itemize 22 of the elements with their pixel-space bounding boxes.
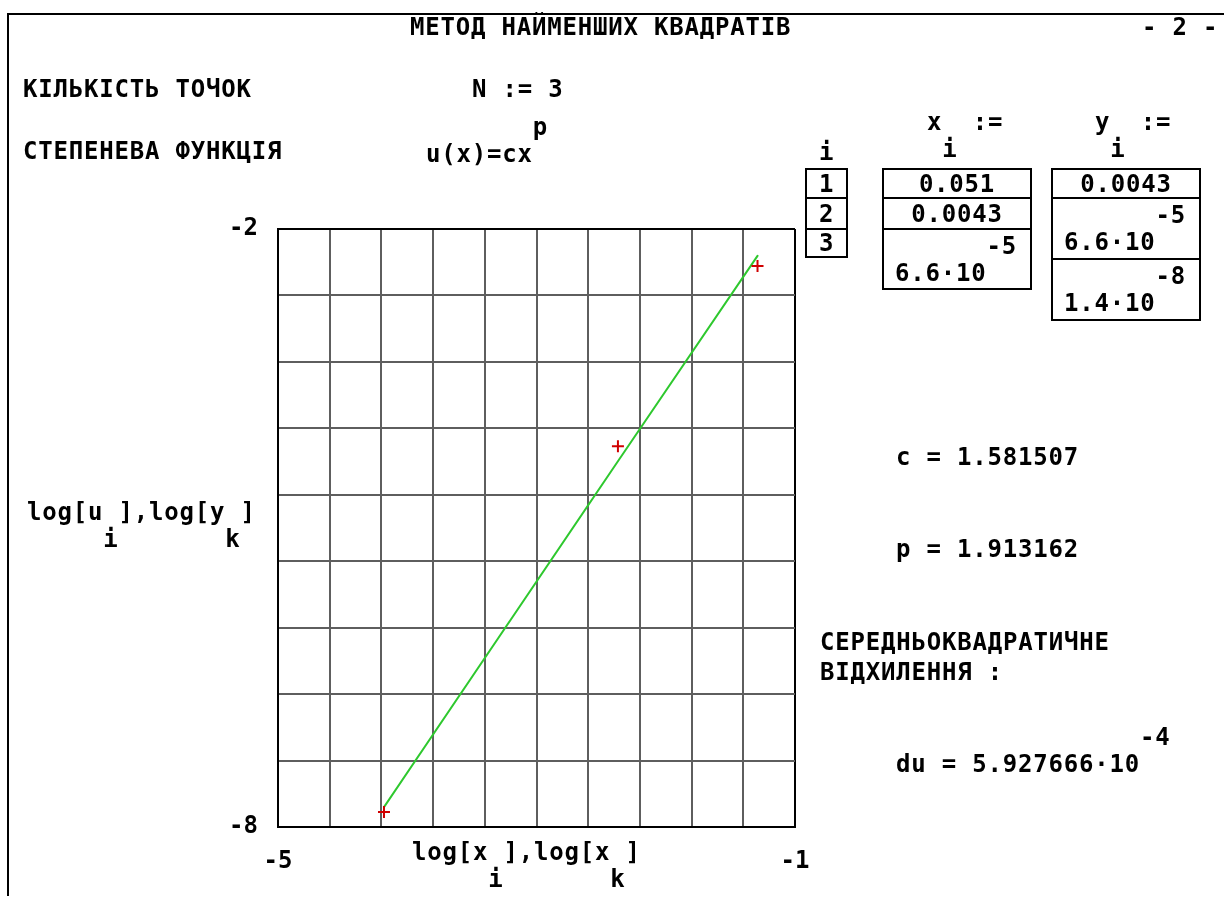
y-tick-label: -8	[229, 811, 258, 840]
table-cell: 0.0043	[1051, 168, 1201, 199]
y-tick-label: -2	[229, 213, 258, 242]
text: p = 1.913162	[896, 535, 1079, 563]
text: i	[819, 138, 835, 166]
table-cell: 0.0043	[882, 197, 1032, 230]
x-tick-label: -5	[263, 845, 293, 874]
text: c = 1.581507	[896, 443, 1079, 471]
point	[750, 258, 765, 273]
text: КІЛЬКІСТЬ ТОЧОК	[23, 75, 252, 103]
text: - 2 -	[1142, 13, 1219, 41]
table-cell: 2	[805, 197, 848, 230]
point	[610, 439, 625, 454]
point	[376, 805, 391, 820]
chart-title: МЕТОД НАЙМЕНШИХ КВАДРАТІВ	[410, 13, 792, 41]
table-cell: 0.051	[882, 168, 1032, 199]
table-cell: 1	[805, 168, 848, 199]
x-tick-label: -1	[780, 845, 810, 874]
text: СЕРЕДНЬОКВАДРАТИЧНЕ ВІДХИЛЕННЯ :	[820, 627, 1111, 687]
text: N := 3	[472, 75, 564, 103]
table-cell: 3	[805, 228, 848, 258]
text: СТЕПЕНЕВА ФУНКЦІЯ	[23, 137, 283, 165]
